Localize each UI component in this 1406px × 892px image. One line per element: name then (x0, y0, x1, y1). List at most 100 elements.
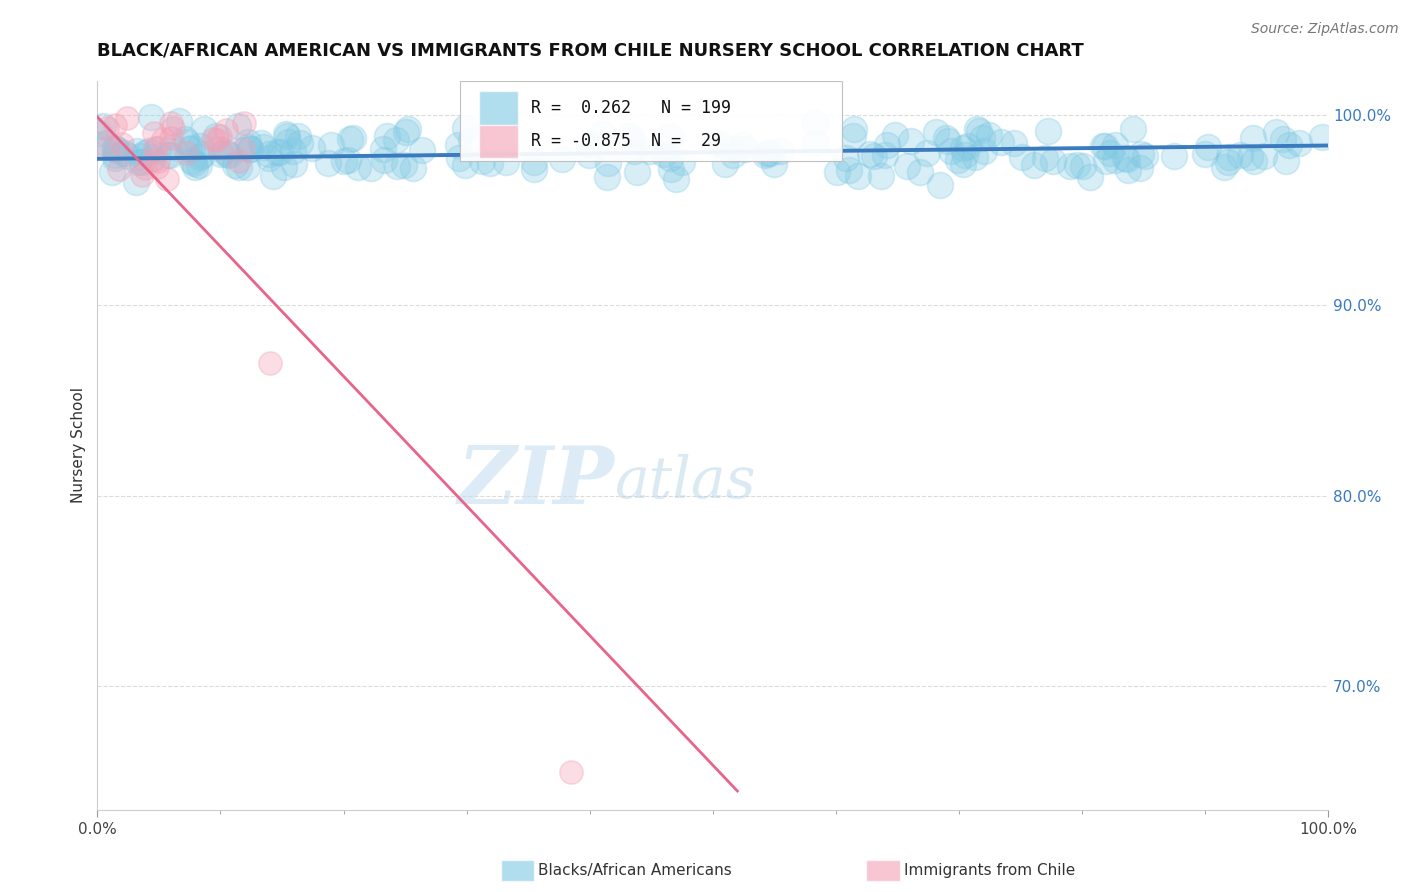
Point (1163, 149, 1185, 163)
Point (375, 129, 398, 144)
Point (495, 155, 517, 169)
Point (224, 158, 246, 172)
Point (91, 119, 114, 133)
Point (143, 141, 166, 155)
Point (104, 118, 127, 132)
Point (447, 151, 470, 165)
Point (952, 157, 974, 171)
Point (205, 128, 228, 143)
Point (1265, 125, 1288, 139)
Point (174, 132, 197, 146)
Text: BLACK/AFRICAN AMERICAN VS IMMIGRANTS FROM CHILE NURSERY SCHOOL CORRELATION CHART: BLACK/AFRICAN AMERICAN VS IMMIGRANTS FRO… (97, 42, 1084, 60)
Point (925, 125, 948, 139)
Point (215, 123, 238, 137)
Point (129, 149, 152, 163)
Point (1080, 170, 1102, 185)
Point (620, 133, 643, 147)
Point (276, 129, 298, 144)
Point (257, 151, 280, 165)
Point (1114, 151, 1136, 165)
Point (1002, 136, 1025, 150)
Point (180, 141, 202, 155)
Point (578, 148, 600, 162)
Point (471, 153, 494, 168)
Point (769, 144, 792, 158)
Point (560, 764, 582, 779)
Point (160, 130, 183, 145)
Point (734, 142, 756, 156)
Point (875, 147, 897, 161)
FancyBboxPatch shape (479, 91, 519, 125)
Text: Blacks/African Americans: Blacks/African Americans (538, 863, 733, 878)
Point (970, 131, 993, 145)
Point (733, 138, 755, 153)
Point (181, 154, 204, 169)
Point (946, 153, 969, 167)
Point (804, 136, 827, 150)
Point (1071, 159, 1094, 173)
Point (125, 144, 148, 158)
Point (202, 131, 225, 145)
Point (1253, 148, 1275, 162)
Point (713, 157, 735, 171)
Point (596, 169, 619, 184)
Point (1092, 139, 1115, 153)
Point (965, 150, 987, 164)
Point (232, 142, 254, 156)
Point (846, 169, 869, 183)
Point (142, 153, 165, 167)
Point (659, 130, 682, 145)
Point (131, 168, 153, 182)
Point (131, 155, 153, 169)
Point (626, 164, 648, 178)
Point (1038, 124, 1060, 138)
Point (523, 154, 546, 169)
Point (152, 132, 174, 146)
Point (844, 122, 866, 136)
Point (138, 145, 160, 159)
Point (141, 151, 163, 165)
Point (478, 155, 501, 169)
Point (301, 141, 323, 155)
Point (177, 142, 200, 156)
Point (373, 153, 395, 168)
Point (1066, 158, 1088, 172)
Point (319, 137, 342, 152)
Point (339, 132, 361, 146)
Point (990, 135, 1012, 149)
Point (1104, 153, 1126, 168)
Point (659, 151, 682, 165)
Point (360, 161, 382, 176)
Point (127, 155, 149, 169)
Text: Immigrants from Chile: Immigrants from Chile (904, 863, 1076, 878)
Point (277, 135, 299, 149)
Point (1194, 146, 1216, 161)
Point (973, 144, 995, 158)
Point (217, 147, 239, 161)
Point (936, 134, 959, 148)
Point (908, 164, 931, 178)
Point (100, 165, 122, 179)
Point (188, 150, 211, 164)
Point (269, 145, 291, 160)
Text: R = -0.875  N =  29: R = -0.875 N = 29 (530, 132, 721, 150)
Point (1059, 159, 1081, 173)
Point (1243, 153, 1265, 168)
Point (211, 147, 233, 161)
Point (876, 137, 898, 152)
Point (1116, 163, 1139, 178)
Point (167, 114, 190, 128)
Point (1098, 145, 1121, 160)
Point (117, 149, 139, 163)
Point (333, 153, 356, 168)
Point (453, 158, 475, 172)
Point (402, 161, 425, 176)
Point (146, 161, 169, 175)
Point (1213, 160, 1236, 174)
Point (941, 145, 963, 159)
Point (447, 137, 470, 152)
Text: R =  0.262   N = 199: R = 0.262 N = 199 (530, 99, 731, 117)
Point (392, 158, 415, 172)
Point (1133, 149, 1156, 163)
Point (125, 175, 148, 189)
